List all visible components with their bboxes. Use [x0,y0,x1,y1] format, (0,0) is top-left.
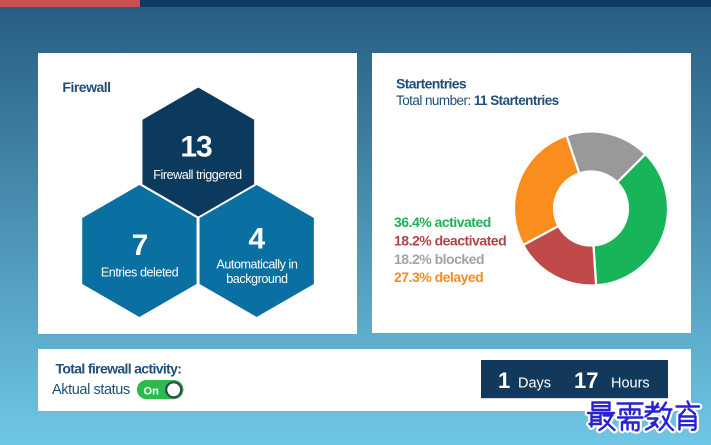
svg-text:Days: Days [518,376,551,392]
svg-text:Startentries: Startentries [396,75,467,91]
svg-text:36.4% activated: 36.4% activated [394,214,491,230]
svg-text:background: background [226,272,288,286]
svg-text:Total number: 11 Startentries: Total number: 11 Startentries [396,93,559,108]
svg-text:7: 7 [132,229,149,262]
svg-text:Firewall triggered: Firewall triggered [153,168,242,182]
svg-text:1: 1 [498,368,510,393]
svg-text:18.2% deactivated: 18.2% deactivated [394,233,506,249]
svg-text:Entries deleted: Entries deleted [101,266,179,280]
svg-text:Firewall: Firewall [62,79,110,95]
svg-text:4: 4 [249,223,266,256]
svg-text:13: 13 [180,131,212,164]
svg-text:Automatically in: Automatically in [216,257,297,271]
svg-text:On: On [144,386,160,398]
svg-text:18.2% blocked: 18.2% blocked [394,251,484,267]
svg-text:17: 17 [574,368,598,393]
svg-text:Aktual status: Aktual status [52,382,130,398]
svg-text:Hours: Hours [611,376,650,392]
svg-text:Total firewall activity:: Total firewall activity: [56,360,182,376]
svg-text:27.3% delayed: 27.3% delayed [394,269,483,285]
